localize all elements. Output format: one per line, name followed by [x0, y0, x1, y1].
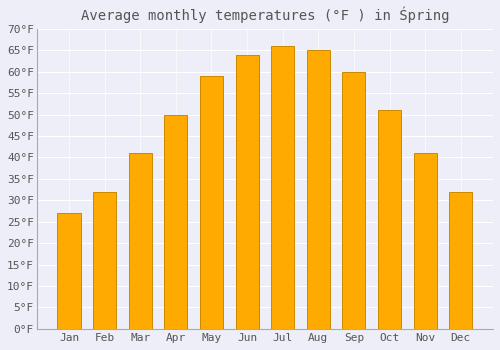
- Title: Average monthly temperatures (°F ) in Śpring: Average monthly temperatures (°F ) in Śp…: [80, 7, 449, 23]
- Bar: [200, 76, 223, 329]
- Bar: [271, 46, 294, 329]
- Bar: [449, 192, 472, 329]
- Bar: [236, 55, 258, 329]
- Bar: [164, 114, 188, 329]
- Bar: [306, 50, 330, 329]
- Bar: [342, 72, 365, 329]
- Bar: [128, 153, 152, 329]
- Bar: [378, 110, 401, 329]
- Bar: [414, 153, 436, 329]
- Bar: [93, 192, 116, 329]
- Bar: [58, 213, 80, 329]
